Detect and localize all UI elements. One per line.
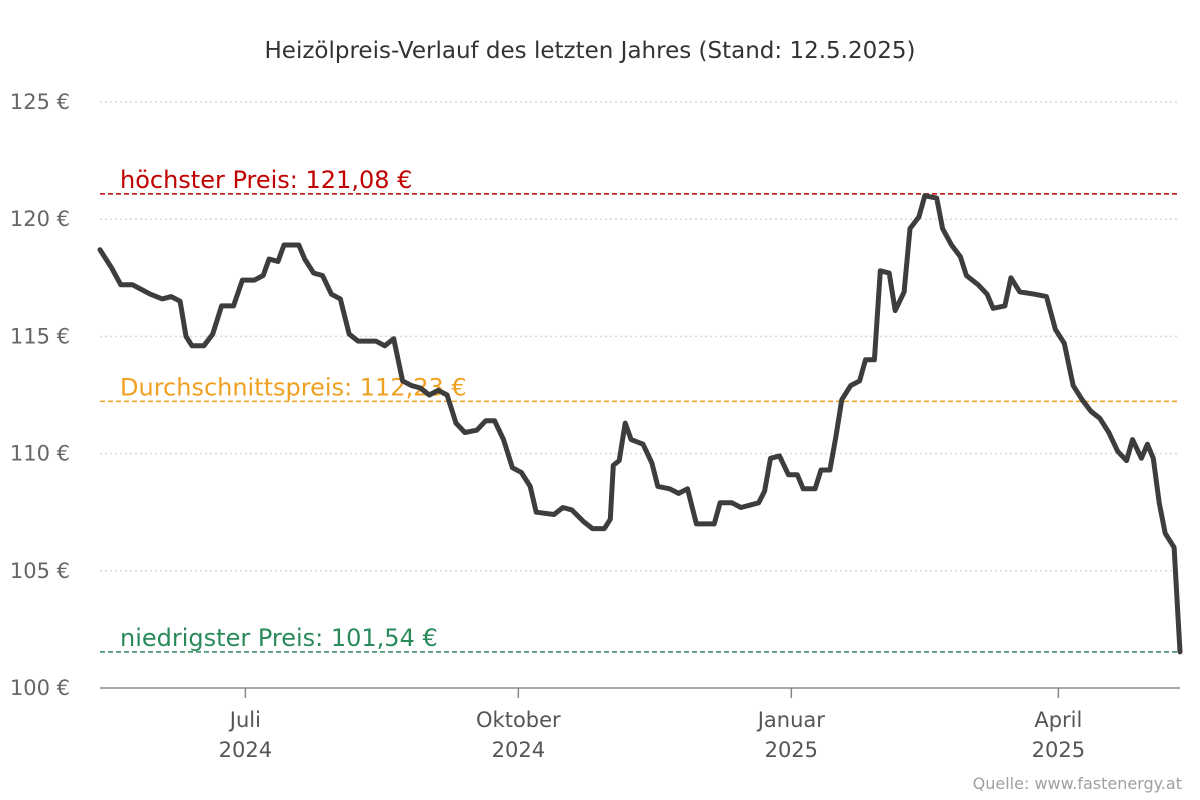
- reference-line-label: höchster Preis: 121,08 €: [120, 166, 412, 194]
- reference-line-label: Durchschnittspreis: 112,23 €: [120, 373, 467, 401]
- y-tick-label: 120 €: [10, 207, 70, 231]
- y-tick-label: 105 €: [10, 559, 70, 583]
- source-note: Quelle: www.fastenergy.at: [973, 774, 1182, 793]
- x-tick-label: April: [1034, 708, 1082, 732]
- chart-title: Heizölpreis-Verlauf des letzten Jahres (…: [265, 38, 916, 64]
- x-tick-label: Juli: [228, 708, 261, 732]
- x-tick-label: Januar: [756, 708, 826, 732]
- x-tick-label-year: 2025: [765, 738, 818, 762]
- x-tick-label-year: 2025: [1032, 738, 1085, 762]
- y-axis: 100 € 105 € 110 € 115 € 120 € 125 €: [10, 90, 70, 700]
- y-tick-label: 115 €: [10, 324, 70, 348]
- price-line: [97, 193, 1183, 655]
- y-tick-label: 125 €: [10, 90, 70, 114]
- y-tick-label: 100 €: [10, 676, 70, 700]
- x-tick-label: Oktober: [476, 708, 561, 732]
- x-tick-label-year: 2024: [492, 738, 545, 762]
- reference-lines: höchster Preis: 121,08 € Durchschnittspre…: [100, 166, 1180, 653]
- x-tick-label-year: 2024: [219, 738, 272, 762]
- x-axis: Juli 2024 Oktober 2024 Januar 2025 April 2025: [100, 687, 1180, 762]
- grid: [100, 101, 1180, 572]
- series: [97, 193, 1183, 655]
- y-tick-label: 110 €: [10, 442, 70, 466]
- reference-line-label: niedrigster Preis: 101,54 €: [120, 624, 438, 652]
